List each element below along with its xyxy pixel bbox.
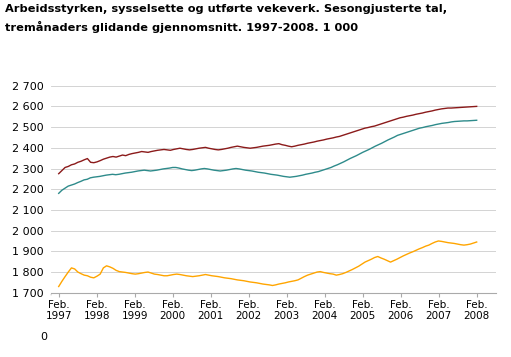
Sysselsette <box>318 169 324 173</box>
Text: tremånaders glidande gjennomsnitt. 1997-2008. 1 000: tremånaders glidande gjennomsnitt. 1997-… <box>5 21 358 34</box>
Sysselsette <box>56 191 62 196</box>
Utførte vekeverk <box>91 276 97 280</box>
Arbeidsstyrken <box>390 118 397 122</box>
Utførte vekeverk <box>183 273 190 278</box>
Utførte vekeverk <box>196 273 202 278</box>
Line: Arbeidsstyrken: Arbeidsstyrken <box>59 106 477 174</box>
Arbeidsstyrken <box>196 146 202 150</box>
Arbeidsstyrken <box>91 161 97 165</box>
Utførte vekeverk <box>56 285 62 289</box>
Arbeidsstyrken <box>183 147 190 152</box>
Sysselsette <box>344 158 350 162</box>
Utførte vekeverk <box>435 239 442 243</box>
Sysselsette <box>458 119 464 123</box>
Arbeidsstyrken <box>56 172 62 176</box>
Arbeidsstyrken <box>107 155 113 159</box>
Utførte vekeverk <box>390 258 397 263</box>
Arbeidsstyrken <box>474 104 480 109</box>
Utførte vekeverk <box>107 265 113 269</box>
Utførte vekeverk <box>394 257 400 261</box>
Sysselsette <box>474 118 480 122</box>
Utførte vekeverk <box>474 240 480 244</box>
Sysselsette <box>84 177 90 181</box>
Arbeidsstyrken <box>394 117 400 121</box>
Text: Arbeidsstyrken, sysselsette og utførte vekeverk. Sesongjusterte tal,: Arbeidsstyrken, sysselsette og utførte v… <box>5 4 447 14</box>
Line: Utførte vekeverk: Utførte vekeverk <box>59 241 477 287</box>
Text: 0: 0 <box>40 332 48 342</box>
Line: Sysselsette: Sysselsette <box>59 120 477 193</box>
Sysselsette <box>331 164 337 168</box>
Sysselsette <box>448 120 454 124</box>
